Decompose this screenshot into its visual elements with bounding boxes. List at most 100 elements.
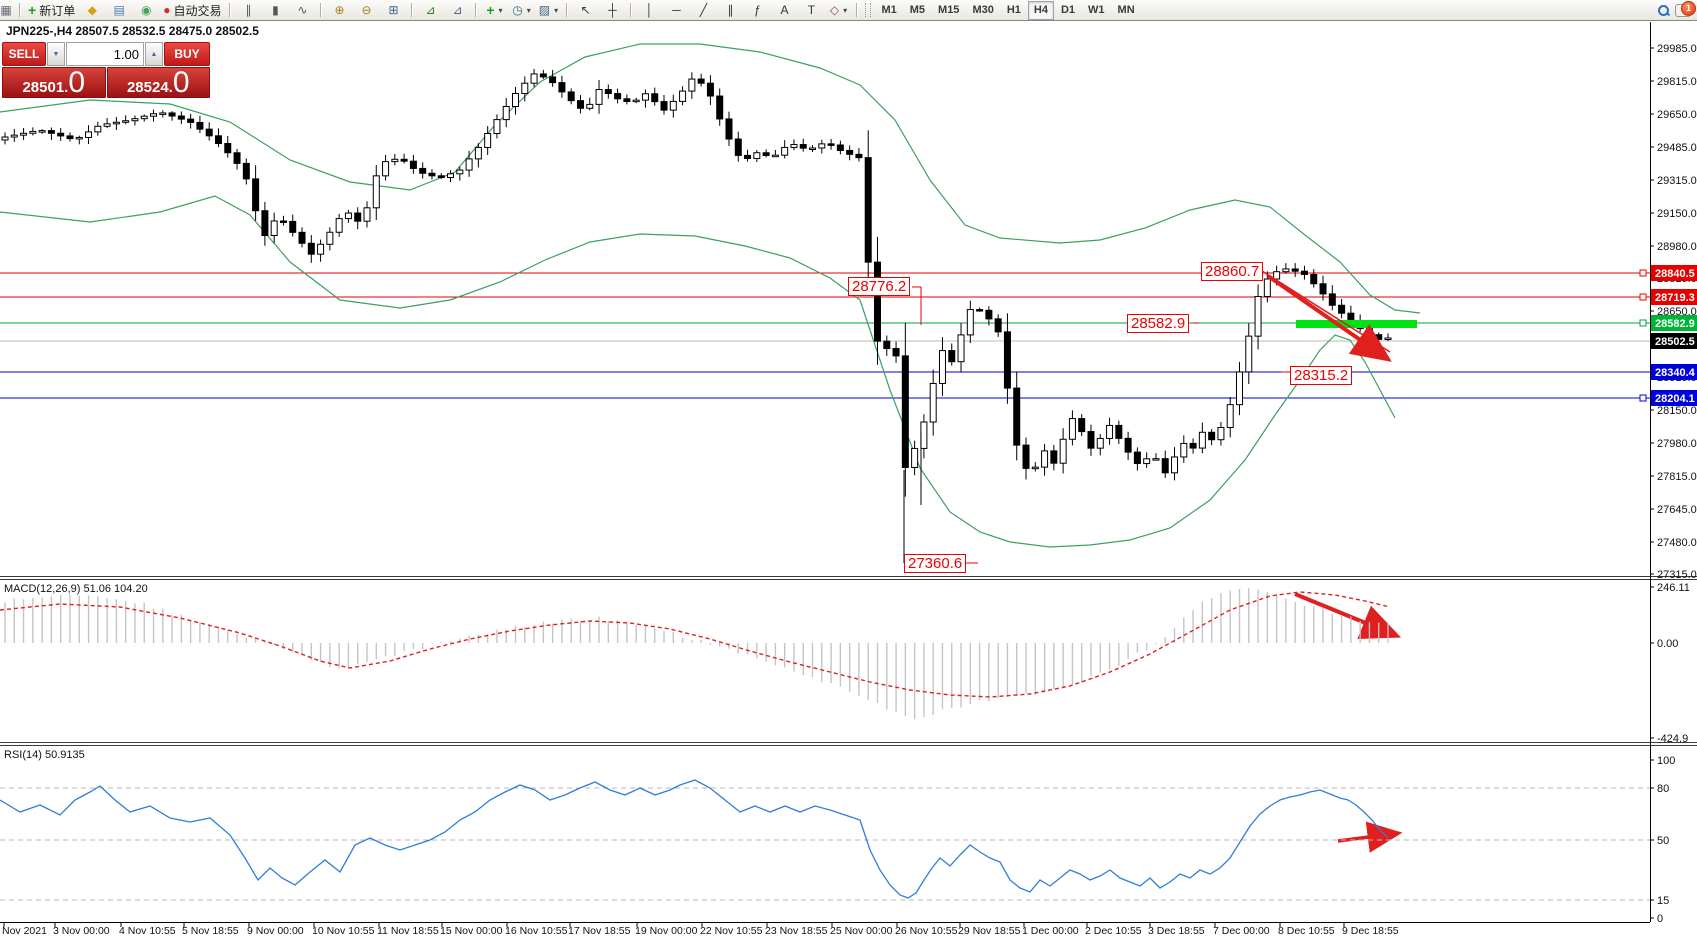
toolbar-button-auto-trading[interactable]: ● 自动交易	[160, 0, 224, 20]
price-tag: 28582.9	[1651, 315, 1697, 331]
macd-indicator-label: MACD(12,26,9) 51.06 104.20	[4, 583, 148, 595]
toolbar-button-new-order[interactable]: + 新订单	[25, 0, 78, 20]
svg-text:28204.1: 28204.1	[1655, 393, 1695, 405]
signals-icon: ◉	[140, 3, 152, 17]
one-click-trading-panel: SELL ▼ 1.00 ▲ BUY 28501. 0 28524. 0	[2, 42, 210, 98]
timeframe-H4[interactable]: H4	[1027, 0, 1054, 20]
price-callout-28582.9[interactable]: 28582.9	[1127, 314, 1190, 333]
data-window-icon: ▤	[113, 3, 125, 17]
svg-text:29650.0: 29650.0	[1657, 109, 1697, 121]
macd-panel	[0, 588, 1391, 720]
toolbar-button-bar-chart[interactable]: ∥	[235, 0, 261, 20]
price-tag: 28340.4	[1651, 364, 1697, 380]
timeframe-M1[interactable]: M1	[881, 4, 897, 16]
timeframe-MN[interactable]: MN	[1117, 4, 1135, 16]
toolbar-button-add-indicator[interactable]: + ▾	[481, 0, 507, 20]
market-watch-icon: ◆	[87, 3, 97, 17]
time-axis-label: 15 Nov 00:00	[440, 925, 503, 937]
volume-increase-button[interactable]: ▲	[145, 42, 163, 66]
green-zone-band[interactable]	[1296, 320, 1417, 328]
add-indicator-icon: +	[486, 2, 495, 18]
macd-arrow[interactable]	[1294, 592, 1402, 640]
toolbar-button-text[interactable]: A	[771, 0, 797, 20]
toolbar-button-indicator-list[interactable]: ⊿	[444, 0, 470, 20]
svg-text:27980.0: 27980.0	[1657, 438, 1697, 450]
toolbar-button-horizontal-line[interactable]: ─	[663, 0, 689, 20]
zoom-out-icon: ⊖	[361, 3, 372, 17]
svg-text:28840.5: 28840.5	[1655, 268, 1695, 280]
vertical-line-icon: │	[645, 3, 654, 17]
toolbar-button-cursor[interactable]: ↖	[572, 0, 598, 20]
notifications-icon[interactable]: 1	[1675, 0, 1696, 17]
horizontal-levels[interactable]	[0, 269, 1650, 402]
price-tag: 28840.5	[1651, 265, 1697, 281]
search-icon[interactable]	[1658, 4, 1671, 16]
time-axis-label: 11 Nov 18:55	[377, 925, 439, 937]
toolbar-button-crosshair[interactable]: ┼	[599, 0, 625, 20]
zoom-in-icon: ⊕	[334, 3, 345, 17]
toolbar-button-zoom-in[interactable]: ⊕	[326, 0, 352, 20]
rsi-arrow[interactable]	[1337, 821, 1403, 853]
toolbar-button-market-watch[interactable]: ◆	[79, 0, 105, 20]
price-callout-28860.7[interactable]: 28860.7	[1201, 262, 1264, 281]
sell-button[interactable]: SELL	[2, 42, 46, 66]
toolbar-separator	[856, 3, 858, 17]
toolbar-button-templates[interactable]: ▨ ▾	[535, 0, 561, 20]
crosshair-icon: ┼	[608, 3, 617, 17]
volume-decrease-button[interactable]: ▼	[47, 42, 65, 66]
svg-text:27815.0: 27815.0	[1657, 471, 1697, 483]
main-arrow[interactable]	[1266, 274, 1392, 362]
svg-text:28582.9: 28582.9	[1655, 318, 1695, 330]
templates-icon: ▨	[538, 3, 551, 17]
volume-input[interactable]: 1.00	[66, 42, 144, 66]
timeframe-W1[interactable]: W1	[1088, 4, 1105, 16]
svg-text:28150.0: 28150.0	[1657, 405, 1697, 417]
chart-title: JPN225-,H4 28507.5 28532.5 28475.0 28502…	[6, 24, 259, 38]
toolbar-button-vertical-line[interactable]: │	[636, 0, 662, 20]
new-order-label: 新订单	[39, 3, 76, 18]
timeframe-M5[interactable]: M5	[909, 4, 926, 16]
time-axis-label: 29 Nov 18:55	[958, 925, 1021, 937]
toolbar-button-fibonacci[interactable]: ƒ	[744, 0, 770, 20]
time-axis-label: 7 Dec 00:00	[1213, 925, 1270, 937]
toolbar-button-data-window[interactable]: ▤	[106, 0, 132, 20]
price-callout-27360.6[interactable]: 27360.6	[904, 554, 967, 573]
toolbar-button-tile-windows[interactable]: ⊞	[380, 0, 406, 20]
svg-text:0: 0	[1657, 913, 1663, 925]
time-axis-label: 1 Dec 00:00	[1022, 925, 1079, 937]
toolbar-button-trendline[interactable]: ╱	[690, 0, 716, 20]
timeframe-M30[interactable]: M30	[972, 4, 994, 16]
bollinger-bands	[0, 43, 1421, 548]
price-callout-28776.2[interactable]: 28776.2	[848, 277, 911, 296]
buy-price[interactable]: 28524. 0	[106, 67, 210, 98]
toolbar-button-candlestick-chart[interactable]: ▮	[262, 0, 288, 20]
axes-frame	[0, 22, 1697, 927]
price-callout-28315.2[interactable]: 28315.2	[1290, 366, 1353, 385]
toolbar-button-arrows-objects[interactable]: ◇ ▾	[825, 0, 851, 20]
svg-text:29315.0: 29315.0	[1657, 175, 1697, 187]
candlesticks	[1, 68, 1392, 563]
time-axis-label: 26 Nov 10:55	[895, 925, 958, 937]
toolbar-button-text-label[interactable]: T	[798, 0, 824, 20]
toolbar-button-chart-window[interactable]: ▦	[0, 0, 14, 20]
toolbar-button-signals[interactable]: ◉	[133, 0, 159, 20]
toolbar-button-line-chart[interactable]: ∿	[289, 0, 315, 20]
buy-button[interactable]: BUY	[164, 42, 210, 66]
svg-text:27480.0: 27480.0	[1657, 537, 1697, 549]
timeframe-M15[interactable]: M15	[938, 4, 960, 16]
auto-trading-label: 自动交易	[173, 3, 222, 18]
toolbar-button-periods[interactable]: ◷ ▾	[508, 0, 534, 20]
sell-price[interactable]: 28501. 0	[2, 67, 106, 98]
timeframe-H1[interactable]: H1	[1006, 4, 1021, 16]
toolbar-separator	[566, 3, 568, 17]
price-axis[interactable]: 29985.0 29815.0 29650.0 29485.0 29315.0 29150…	[1650, 43, 1697, 925]
time-axis[interactable]: Nov 2021 3 Nov 00:00 4 Nov 10:55 5 Nov 18:5…	[0, 923, 1650, 940]
toolbar-button-equidistant-channel[interactable]: ∥	[717, 0, 743, 20]
toolbar-button-zoom-out[interactable]: ⊖	[353, 0, 379, 20]
time-axis-label: 23 Nov 18:55	[765, 925, 828, 937]
toolbar-button-indicators[interactable]: ⊿	[417, 0, 443, 20]
timeframe-D1[interactable]: D1	[1060, 4, 1076, 16]
time-axis-label: 5 Nov 18:55	[182, 925, 239, 937]
price-tag: 28204.1	[1651, 390, 1697, 406]
